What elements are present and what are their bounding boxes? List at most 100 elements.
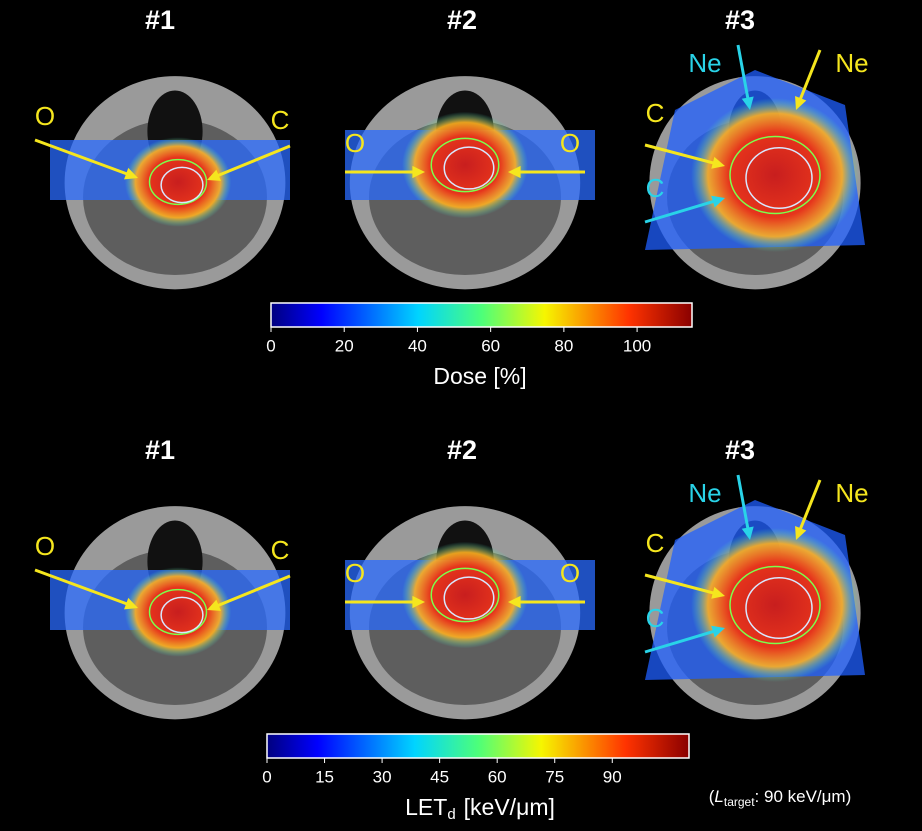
beam-arrow (644, 629, 715, 654)
beam-label: Ne (688, 48, 721, 78)
dose-region (124, 567, 232, 657)
beam-arrow (644, 573, 715, 595)
panel-title: #1 (145, 5, 175, 35)
arrow-head (207, 169, 221, 181)
label-main: LET (405, 794, 447, 820)
colorbar-tick-label: 75 (545, 767, 564, 786)
beam-arrow (798, 49, 822, 101)
colorbar-tick-label: 20 (335, 336, 354, 355)
beam-label: Ne (835, 48, 868, 78)
beam-label: C (271, 535, 290, 565)
beam-label: C (646, 528, 665, 558)
arrow-head (795, 96, 807, 110)
dose-region (402, 111, 528, 219)
colorbar-tick-label: 40 (408, 336, 427, 355)
beam-arrow (736, 474, 750, 530)
beam-arrow (644, 143, 715, 165)
target-contour (148, 588, 208, 636)
arrow-head (124, 167, 138, 180)
colorbar-tick-label: 0 (266, 336, 275, 355)
arrow-head (124, 597, 138, 610)
target-contour (729, 135, 821, 215)
beam-label: O (35, 101, 55, 131)
ct-image (345, 506, 595, 720)
panel-title: #2 (447, 435, 477, 465)
dose-region (691, 528, 859, 682)
beam-label: Ne (688, 478, 721, 508)
beam-label: O (35, 531, 55, 561)
beam-label: O (560, 128, 580, 158)
colorbar-tick-label: 80 (554, 336, 573, 355)
arrow-head (711, 156, 725, 169)
beam-label: C (646, 173, 665, 203)
arrow-head (207, 599, 221, 611)
beam-label: O (345, 558, 365, 588)
panel-title: #3 (725, 5, 755, 35)
ct-image (345, 76, 595, 290)
beam-label: C (271, 105, 290, 135)
colorbar-tick-label: 100 (623, 336, 651, 355)
panel-title: #2 (447, 5, 477, 35)
beam-label: O (345, 128, 365, 158)
dose-region (691, 98, 859, 252)
beam-arrow (736, 44, 750, 100)
target-note: (Ltarget: 90 keV/μm) (709, 787, 852, 809)
target-contour (430, 567, 500, 623)
beam-arrow (34, 138, 129, 176)
beam-arrow (798, 479, 822, 531)
arrow-head (711, 586, 725, 599)
arrow-head (711, 195, 725, 208)
panel-title: #1 (145, 435, 175, 465)
ct-image (645, 70, 865, 290)
panel-title: #3 (725, 435, 755, 465)
beam-label: C (646, 603, 665, 633)
colorbar-label: Dose [%] (433, 363, 526, 389)
colorbar-tick-label: 60 (488, 767, 507, 786)
colorbar-tick-label: 45 (430, 767, 449, 786)
arrow-head (412, 165, 425, 179)
ctv-contour (443, 146, 495, 190)
colorbar (270, 302, 693, 328)
ct-image (645, 500, 865, 720)
colorbar-tick-label: 60 (481, 336, 500, 355)
beam-arrow (644, 199, 715, 224)
arrow-head (741, 526, 754, 540)
label-unit: [keV/μm] (464, 794, 555, 820)
label-main: Dose [%] (433, 363, 526, 389)
note-text: : 90 keV/μm) (755, 787, 852, 806)
arrow-head (508, 165, 521, 179)
beam-label: O (560, 558, 580, 588)
dose-region (402, 541, 528, 649)
colorbar-label: LETd [keV/μm] (405, 794, 555, 823)
beam-arrow (34, 568, 129, 606)
colorbar (266, 733, 690, 759)
target-contour (148, 158, 208, 206)
beam-label: Ne (835, 478, 868, 508)
colorbar-tick-label: 90 (603, 767, 622, 786)
colorbar-tick-label: 30 (373, 767, 392, 786)
ctv-contour (745, 577, 813, 639)
ct-image (50, 506, 290, 720)
label-sub: d (447, 806, 455, 823)
target-contour (729, 565, 821, 645)
arrow-head (412, 595, 425, 609)
ctv-contour (443, 576, 495, 620)
ctv-contour (745, 147, 813, 209)
beam-arrow (216, 144, 291, 178)
beam-label: C (646, 98, 665, 128)
arrow-head (508, 595, 521, 609)
target-contour (430, 137, 500, 193)
ct-image (50, 76, 290, 290)
colorbar-tick-label: 15 (315, 767, 334, 786)
note-open: ( (709, 787, 715, 806)
beam-arrow (216, 574, 291, 608)
arrow-head (741, 96, 754, 110)
ctv-contour (160, 166, 204, 204)
colorbar-tick-label: 0 (262, 767, 271, 786)
note-sub: target (724, 795, 755, 809)
ctv-contour (160, 596, 204, 634)
arrow-head (795, 526, 807, 540)
arrow-head (711, 625, 725, 638)
dose-region (124, 137, 232, 227)
